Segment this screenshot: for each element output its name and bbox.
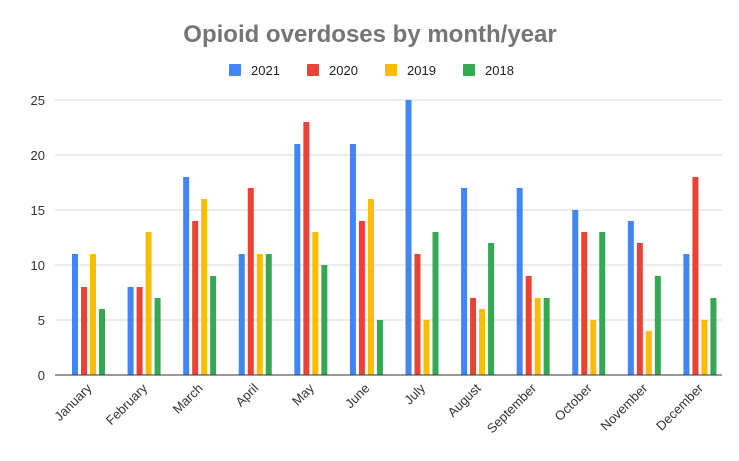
bar-september-2020: [525, 276, 532, 375]
x-tick-label-august: August: [444, 380, 483, 419]
bar-november-2021: [627, 221, 634, 375]
chart-title: Opioid overdoses by month/year: [183, 21, 556, 48]
legend-swatch-2021: [229, 64, 241, 76]
bar-july-2018: [432, 232, 439, 375]
bar-september-2018: [543, 298, 550, 375]
bar-october-2021: [572, 210, 579, 375]
bar-december-2018: [710, 298, 717, 375]
y-tick-label-5: 5: [38, 313, 45, 328]
bar-april-2020: [247, 188, 254, 375]
x-tick-label-november: November: [597, 380, 650, 433]
legend-label-2019: 2019: [407, 63, 436, 78]
bar-february-2019: [145, 232, 152, 375]
bar-october-2018: [599, 232, 606, 375]
x-tick-label-may: May: [289, 380, 317, 408]
legend-swatch-2019: [385, 64, 397, 76]
bar-march-2019: [201, 199, 208, 375]
x-tick-label-january: January: [51, 380, 95, 424]
legend-label-2018: 2018: [485, 63, 514, 78]
x-tick-label-september: September: [484, 380, 540, 436]
y-axis-ticks: 0 5 10 15 20 25: [31, 93, 45, 383]
y-tick-label-0: 0: [38, 368, 45, 383]
bar-october-2019: [590, 320, 597, 375]
bar-june-2019: [367, 199, 374, 375]
bar-march-2018: [210, 276, 217, 375]
x-tick-label-february: February: [103, 380, 151, 428]
bar-august-2019: [479, 309, 486, 375]
bar-january-2018: [99, 309, 105, 375]
bar-april-2021: [238, 254, 245, 375]
x-tick-label-june: June: [342, 381, 373, 412]
bar-october-2020: [581, 232, 588, 375]
x-tick-label-march: March: [170, 381, 206, 417]
x-tick-label-april: April: [232, 380, 261, 409]
legend-label-2021: 2021: [251, 63, 280, 78]
bar-december-2019: [701, 320, 708, 375]
legend-swatch-2018: [463, 64, 475, 76]
bar-july-2020: [414, 254, 421, 375]
bar-august-2021: [461, 188, 468, 375]
bar-november-2019: [645, 331, 652, 375]
bar-september-2019: [534, 298, 541, 375]
bar-january-2019: [90, 254, 96, 375]
bar-january-2021: [72, 254, 78, 375]
bar-september-2021: [516, 188, 523, 375]
bar-july-2021: [405, 100, 412, 375]
gridlines: [55, 99, 722, 321]
bar-november-2018: [654, 276, 661, 375]
legend-swatch-2020: [307, 64, 319, 76]
y-tick-label-25: 25: [31, 93, 45, 108]
y-tick-label-10: 10: [31, 258, 45, 273]
bar-may-2019: [312, 232, 319, 375]
bar-june-2020: [358, 221, 365, 375]
bar-may-2021: [294, 144, 301, 375]
legend: 2021 2020 2019 2018: [229, 63, 514, 78]
x-axis-ticks: January February March April May June July Augu…: [51, 380, 706, 436]
y-tick-label-20: 20: [31, 148, 45, 163]
bar-april-2018: [265, 254, 272, 375]
bar-july-2019: [423, 320, 430, 375]
x-tick-label-october: October: [552, 380, 596, 424]
bar-april-2019: [256, 254, 263, 375]
bar-august-2020: [470, 298, 477, 375]
legend-label-2020: 2020: [329, 63, 358, 78]
bar-march-2021: [183, 177, 190, 375]
bar-february-2020: [136, 287, 143, 375]
bar-may-2018: [321, 265, 328, 375]
bars: [72, 100, 717, 375]
bar-june-2021: [349, 144, 356, 375]
bar-december-2021: [683, 254, 690, 375]
bar-march-2020: [192, 221, 199, 375]
bar-december-2020: [692, 177, 699, 375]
bar-november-2020: [636, 243, 643, 375]
x-tick-label-december: December: [653, 380, 706, 433]
bar-may-2020: [303, 122, 310, 375]
bar-august-2018: [488, 243, 495, 375]
bar-february-2018: [154, 298, 161, 375]
y-tick-label-15: 15: [31, 203, 45, 218]
bar-february-2021: [127, 287, 134, 375]
bar-january-2020: [81, 287, 87, 375]
x-tick-label-july: July: [401, 380, 428, 407]
bar-june-2018: [376, 320, 383, 375]
